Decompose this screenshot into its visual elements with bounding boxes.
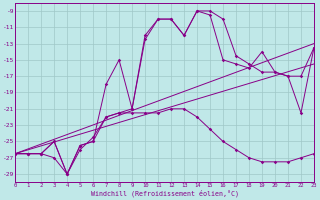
X-axis label: Windchill (Refroidissement éolien,°C): Windchill (Refroidissement éolien,°C) xyxy=(91,190,238,197)
